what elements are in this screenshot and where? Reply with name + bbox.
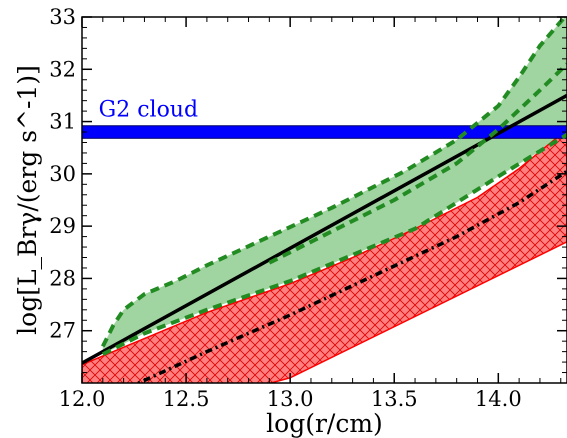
g2-cloud-label: G2 cloud <box>99 97 198 122</box>
annotations: G2 cloud <box>99 97 198 122</box>
y-tick-label: 32 <box>49 57 76 81</box>
x-tick-label: 13.0 <box>267 387 314 411</box>
series-line-1 <box>134 169 567 383</box>
x-tick-label: 12.5 <box>163 387 210 411</box>
x-tick-label: 14.0 <box>475 387 522 411</box>
axes: 12.0 12.5 13.0 13.5 14.0 27 28 29 30 31 32 33 log(r/… <box>13 5 567 438</box>
g2-band-0 <box>82 125 567 139</box>
y-tick-label: 33 <box>49 5 76 29</box>
y-tick-label: 29 <box>49 214 76 238</box>
axes-frame <box>81 16 567 384</box>
series-line-4 <box>268 62 567 265</box>
green-region <box>102 17 567 355</box>
y-tick-label: 30 <box>49 162 76 186</box>
x-axis-label: log(r/cm) <box>266 409 383 438</box>
plot-area <box>82 17 567 383</box>
series-line-0 <box>82 93 567 365</box>
y-axis-label: log[L_Brγ/(erg s^-1)] <box>13 65 42 335</box>
x-tick-label: 12.0 <box>59 387 106 411</box>
y-tick-label: 31 <box>49 110 76 134</box>
series-line-2 <box>101 17 567 348</box>
x-tick-label: 13.5 <box>371 387 418 411</box>
red-hatched-region <box>82 128 567 383</box>
y-tick-label: 27 <box>49 319 76 343</box>
y-tick-label: 28 <box>49 266 76 290</box>
